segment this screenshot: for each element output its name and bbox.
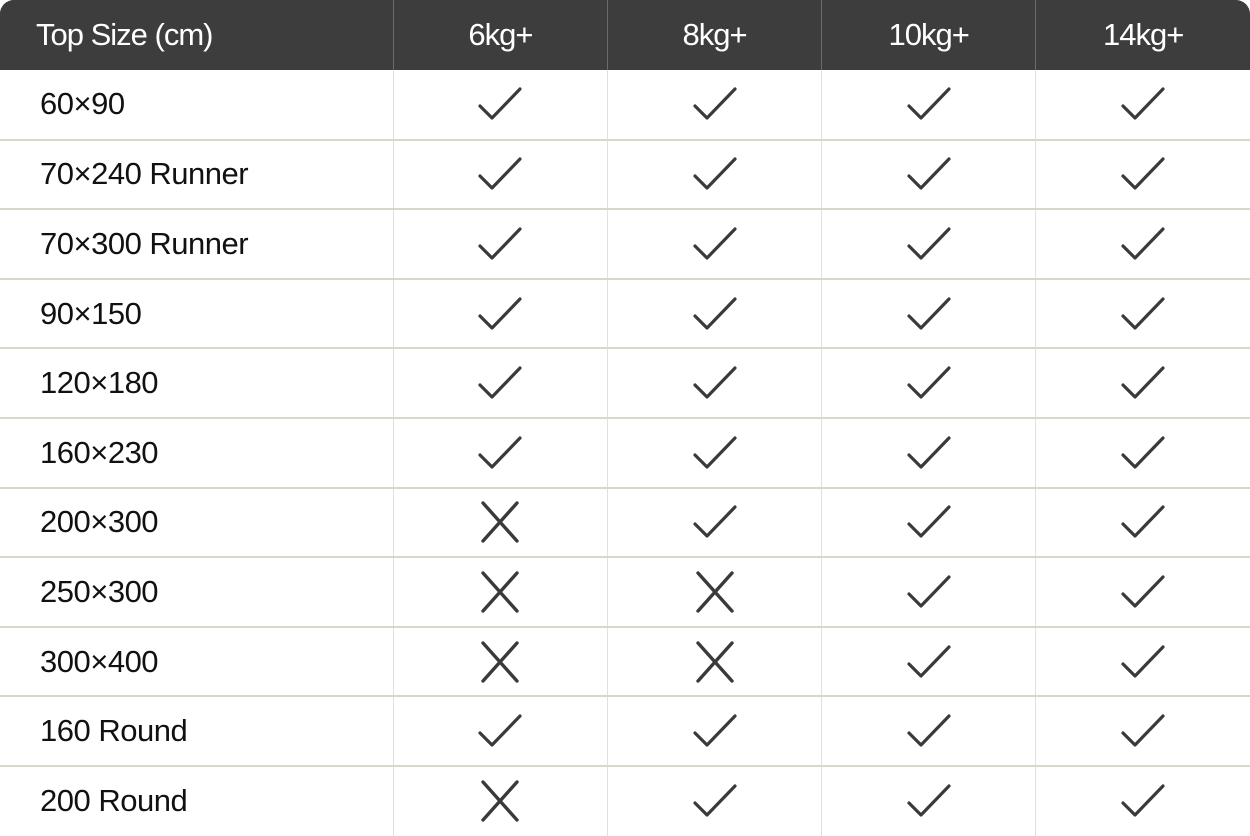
check-icon	[606, 764, 822, 836]
check-icon	[1035, 277, 1250, 349]
check-icon	[821, 277, 1036, 349]
check-icon	[606, 277, 822, 349]
size-cell: 250×300	[0, 556, 394, 627]
table-row: 60×90	[0, 70, 1250, 140]
column-header-weight: 10kg+	[821, 0, 1036, 70]
check-icon	[821, 625, 1036, 697]
check-icon	[821, 208, 1036, 279]
table-row: 90×150	[0, 277, 1250, 349]
check-icon	[606, 208, 822, 279]
size-cell: 90×150	[0, 277, 394, 349]
check-icon	[392, 138, 608, 210]
check-icon	[606, 695, 822, 766]
check-icon	[821, 764, 1036, 836]
check-icon	[1035, 556, 1250, 627]
column-header-weight: 6kg+	[392, 0, 608, 70]
size-cell: 70×240 Runner	[0, 138, 394, 210]
size-cell: 70×300 Runner	[0, 208, 394, 279]
check-icon	[821, 486, 1036, 558]
check-icon	[1035, 138, 1250, 210]
check-icon	[392, 416, 608, 488]
check-icon	[821, 70, 1036, 140]
check-icon	[606, 70, 822, 140]
check-icon	[821, 416, 1036, 488]
table-row: 250×300	[0, 556, 1250, 627]
size-cell: 160 Round	[0, 695, 394, 766]
cross-icon	[392, 764, 608, 836]
check-icon	[606, 138, 822, 210]
size-cell: 200×300	[0, 486, 394, 558]
check-icon	[1035, 347, 1250, 418]
table-row: 160×230	[0, 416, 1250, 488]
table-row: 70×240 Runner	[0, 138, 1250, 210]
check-icon	[392, 695, 608, 766]
size-cell: 200 Round	[0, 764, 394, 836]
check-icon	[821, 138, 1036, 210]
check-icon	[392, 347, 608, 418]
column-header-weight: 14kg+	[1035, 0, 1250, 70]
check-icon	[1035, 695, 1250, 766]
check-icon	[606, 416, 822, 488]
cross-icon	[392, 625, 608, 697]
size-cell: 60×90	[40, 86, 125, 122]
check-icon	[821, 556, 1036, 627]
column-header-size: Top Size (cm)	[0, 0, 394, 70]
header-row: Top Size (cm) 6kg+ 8kg+ 10kg+ 14kg+	[0, 0, 1250, 70]
check-icon	[392, 277, 608, 349]
cross-icon	[606, 625, 822, 697]
table-row: 200×300	[0, 486, 1250, 558]
check-icon	[392, 208, 608, 279]
size-cell: 300×400	[0, 625, 394, 697]
cross-icon	[392, 556, 608, 627]
check-icon	[1035, 208, 1250, 279]
check-icon	[821, 347, 1036, 418]
check-icon	[1035, 70, 1250, 140]
check-icon	[1035, 625, 1250, 697]
column-header-weight: 8kg+	[606, 0, 822, 70]
table-row: 160 Round	[0, 695, 1250, 766]
table-row: 200 Round	[0, 764, 1250, 836]
check-icon	[821, 695, 1036, 766]
table-row: 300×400	[0, 625, 1250, 697]
size-cell: 120×180	[0, 347, 394, 418]
check-icon	[1035, 416, 1250, 488]
check-icon	[606, 486, 822, 558]
check-icon	[1035, 486, 1250, 558]
table-row: 70×300 Runner	[0, 208, 1250, 279]
check-icon	[392, 70, 608, 140]
check-icon	[606, 347, 822, 418]
cross-icon	[392, 486, 608, 558]
check-icon	[1035, 764, 1250, 836]
cross-icon	[606, 556, 822, 627]
size-cell: 160×230	[0, 416, 394, 488]
table-row: 120×180	[0, 347, 1250, 418]
